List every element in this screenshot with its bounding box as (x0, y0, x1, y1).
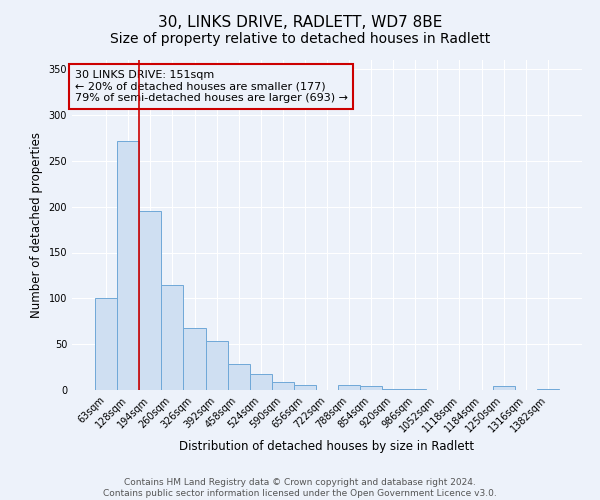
Bar (360, 386, 382, 390)
Bar (404, 389, 427, 390)
Y-axis label: Number of detached properties: Number of detached properties (30, 132, 43, 318)
Bar (95, 298, 117, 390)
Bar (227, 364, 250, 390)
Bar (184, 328, 206, 390)
Bar (117, 140, 139, 390)
Bar (206, 340, 227, 390)
Bar (294, 386, 316, 390)
Bar (537, 389, 559, 390)
Bar (338, 384, 360, 390)
Bar (250, 374, 272, 390)
Text: Contains HM Land Registry data © Crown copyright and database right 2024.
Contai: Contains HM Land Registry data © Crown c… (103, 478, 497, 498)
Bar (139, 211, 161, 390)
Bar (493, 386, 515, 390)
Bar (272, 382, 294, 390)
Text: Size of property relative to detached houses in Radlett: Size of property relative to detached ho… (110, 32, 490, 46)
Bar (161, 284, 184, 390)
Text: 30 LINKS DRIVE: 151sqm
← 20% of detached houses are smaller (177)
79% of semi-de: 30 LINKS DRIVE: 151sqm ← 20% of detached… (74, 70, 347, 103)
X-axis label: Distribution of detached houses by size in Radlett: Distribution of detached houses by size … (179, 440, 475, 452)
Text: 30, LINKS DRIVE, RADLETT, WD7 8BE: 30, LINKS DRIVE, RADLETT, WD7 8BE (158, 15, 442, 30)
Bar (382, 389, 404, 390)
